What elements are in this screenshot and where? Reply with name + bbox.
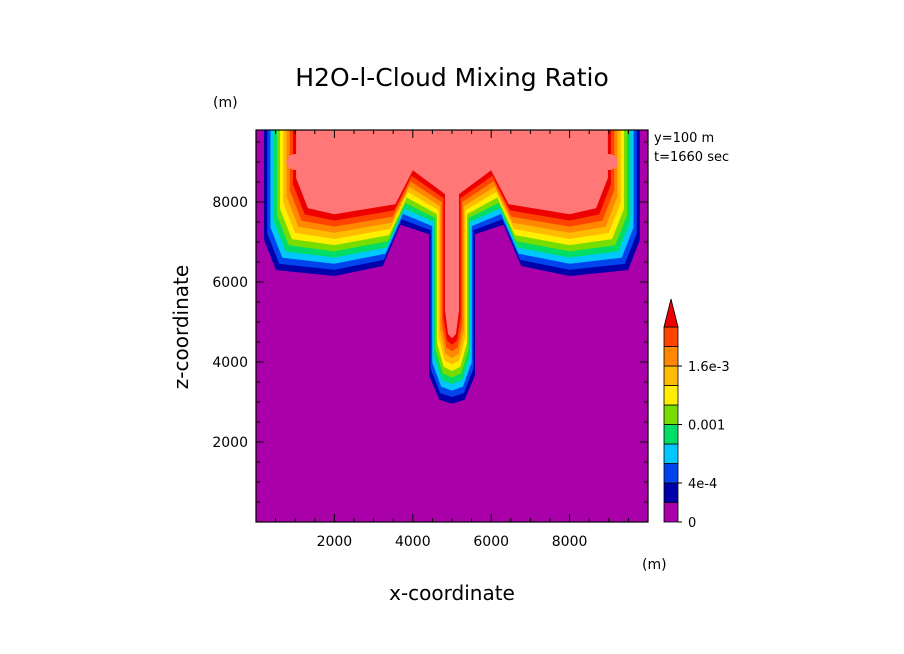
colorbar-label: 0.001 [688, 419, 725, 434]
anvil-core-1 [286, 154, 305, 170]
colorbar-swatch [663, 326, 679, 347]
annotation-y-value: y=100 m [654, 131, 714, 146]
x-tick-label: 4000 [395, 534, 431, 550]
colorbar-label: 0 [688, 516, 696, 531]
x-tick-label: 2000 [317, 534, 353, 550]
contour-band-11 [296, 129, 608, 339]
colorbar-swatch [663, 443, 679, 464]
colorbar-swatch [663, 365, 679, 386]
colorbar-swatch [663, 404, 679, 425]
plot-area [255, 129, 649, 523]
annotation-time: t=1660 sec [654, 150, 729, 165]
y-tick-label: 6000 [212, 275, 248, 291]
x-tick-label: 6000 [473, 534, 509, 550]
colorbar-swatch [663, 346, 679, 367]
y-tick-label: 8000 [212, 195, 248, 211]
x-axis-ticks: 2000 4000 6000 8000 [275, 130, 629, 550]
colorbar-swatch [663, 502, 679, 523]
chart-title: H2O-l-Cloud Mixing Ratio [295, 63, 609, 92]
colorbar-swatch [663, 482, 679, 503]
y-tick-label: 4000 [212, 355, 248, 371]
colorbar-extend-triangle [663, 298, 679, 328]
x-axis-label: x-coordinate [389, 581, 515, 605]
y-axis-ticks: 2000 4000 6000 8000 [212, 141, 648, 503]
colorbar: 0 4e-4 0.001 1.6e-3 [663, 298, 730, 531]
y-unit-label: (m) [213, 95, 238, 111]
colorbar-label: 4e-4 [688, 477, 717, 492]
colorbar-swatch [663, 385, 679, 406]
y-tick-label: 2000 [212, 435, 248, 451]
colorbar-label: 1.6e-3 [688, 360, 730, 375]
anvil-core-2 [599, 154, 618, 170]
colorbar-swatch [663, 424, 679, 445]
y-axis-label: z-coordinate [169, 265, 193, 389]
colorbar-swatch [663, 463, 679, 484]
x-tick-label: 8000 [552, 534, 588, 550]
x-unit-label: (m) [642, 557, 667, 573]
